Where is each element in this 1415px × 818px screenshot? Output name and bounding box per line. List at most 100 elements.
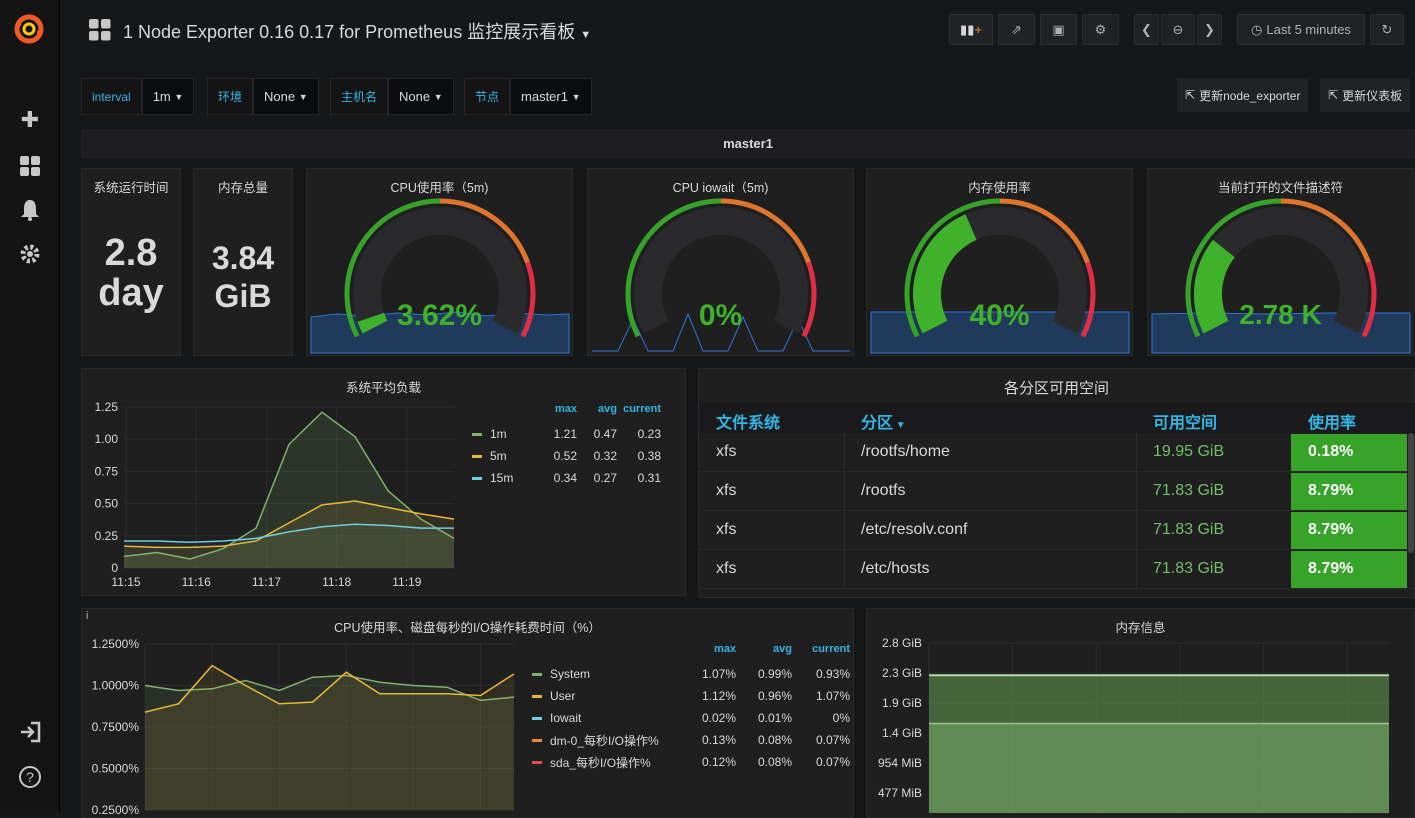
sign-in-icon[interactable] — [18, 720, 42, 744]
dashboard-title[interactable]: 1 Node Exporter 0.16 0.17 for Prometheus… — [123, 18, 591, 44]
table-row[interactable]: xfs/etc/resolv.conf 71.83 GiB 8.79% — [699, 511, 1415, 550]
cell-divider — [844, 511, 845, 550]
y-tick-label: 2.3 GiB — [882, 666, 922, 680]
legend-max: 0.02% — [701, 711, 736, 725]
cell-divider — [844, 433, 845, 472]
table-row[interactable]: xfs/etc/hosts 71.83 GiB 8.79% — [699, 550, 1415, 589]
link-update-node-exporter[interactable]: ⇱ 更新node_exporter — [1177, 78, 1309, 112]
variable-value[interactable]: master1 ▼ — [510, 78, 592, 115]
time-back-button[interactable]: ❮ — [1134, 14, 1159, 45]
stat-value-line1: 2.8 — [104, 232, 158, 274]
y-tick-label: 1.25 — [95, 400, 119, 414]
gauge-panel-file-descriptors[interactable]: 当前打开的文件描述符 2.78 K — [1147, 168, 1414, 356]
legend-row[interactable]: 5m 0.52 0.32 0.38 — [472, 445, 672, 467]
dashboards-icon[interactable] — [18, 154, 42, 178]
variable-value-text: master1 — [521, 89, 568, 104]
variable-node[interactable]: 节点 master1 ▼ — [464, 78, 592, 115]
cell-avail: 71.83 GiB — [1153, 521, 1225, 538]
save-button[interactable]: ▣ — [1040, 14, 1077, 45]
legend-row[interactable]: 1m 1.21 0.47 0.23 — [472, 423, 672, 445]
gauge-panel-cpu[interactable]: CPU使用率（5m) 3.62% — [306, 168, 573, 356]
legend-row[interactable]: sda_每秒I/O操作% 0.12% 0.08% 0.07% — [532, 751, 852, 773]
variable-value[interactable]: 1m ▼ — [141, 78, 195, 115]
plus-icon[interactable]: ✚ — [20, 107, 40, 132]
gauge-threshold-green — [344, 198, 441, 338]
share-button[interactable]: ⇗ — [998, 14, 1035, 45]
cell-mount: /etc/resolv.conf — [861, 521, 968, 538]
memory-chart: 2.8 GiB 2.3 GiB 1.9 GiB 1.4 GiB 954 MiB 477 M… — [878, 636, 1389, 813]
variable-hostname[interactable]: 主机名 None ▼ — [330, 78, 454, 115]
stat-value: 2.8 day — [82, 233, 180, 313]
cell-fs: xfs — [716, 560, 737, 577]
legend-row[interactable]: Iowait 0.02% 0.01% 0% — [532, 707, 852, 729]
legend-current: 0.31 — [637, 471, 661, 485]
panel-title: 系统运行时间 — [93, 181, 169, 195]
legend-rows: System 1.07% 0.99% 0.93% User 1.12% 0.96% 1.07%… — [532, 663, 852, 773]
col-header-fs[interactable]: 文件系统 — [716, 415, 781, 432]
gear-icon[interactable] — [18, 242, 42, 266]
link-label: 更新node_exporter — [1199, 88, 1301, 103]
gauge-panel-iowait[interactable]: CPU iowait（5m) 0% — [587, 168, 854, 356]
grafana-logo-icon[interactable] — [12, 12, 46, 46]
panel-title: 内存信息 — [1115, 621, 1166, 635]
info-icon[interactable]: i — [86, 610, 89, 622]
legend-current: 0.93% — [815, 667, 850, 681]
time-forward-button[interactable]: ❯ — [1197, 14, 1222, 45]
variable-interval[interactable]: interval 1m ▼ — [81, 78, 195, 115]
panel-title: CPU使用率（5m) — [390, 181, 489, 195]
save-icon: ▣ — [1052, 21, 1065, 37]
legend-avg: 0.96% — [757, 689, 792, 703]
cpu-io-panel[interactable]: i CPU使用率、磁盘每秒的I/O操作耗费时间（%） 1.2500% 1.0000… — [81, 608, 854, 818]
cell-divider — [844, 472, 845, 511]
series-line-User — [144, 664, 515, 713]
legend-avg: 0.27 — [593, 471, 617, 485]
variable-value[interactable]: None ▼ — [253, 78, 319, 115]
variable-env[interactable]: 环境 None ▼ — [207, 78, 319, 115]
table-row[interactable]: xfs/rootfs 71.83 GiB 8.79% — [699, 472, 1415, 511]
legend-row[interactable]: dm-0_每秒I/O操作% 0.13% 0.08% 0.07% — [532, 729, 852, 751]
legend-max: 1.07% — [701, 667, 736, 681]
variable-value[interactable]: None ▼ — [388, 78, 454, 115]
cell-usage: 8.79% — [1308, 521, 1354, 538]
series-line-15m — [124, 523, 454, 543]
variable-value-text: 1m — [152, 89, 171, 104]
alerts-bell-icon[interactable] — [18, 198, 42, 222]
col-header-usage[interactable]: 使用率 — [1308, 415, 1357, 432]
gauge-panel-memory-usage[interactable]: 内存使用率 40% — [866, 168, 1133, 356]
table-row[interactable]: xfs/rootfs/home 19.95 GiB 0.18% — [699, 433, 1415, 472]
zoom-out-button[interactable]: ⊖ — [1161, 14, 1195, 45]
time-picker-button[interactable]: ◷ Last 5 minutes — [1237, 14, 1365, 45]
x-tick-label: 11:15 — [111, 575, 140, 589]
external-link-icon: ⇱ — [1185, 88, 1196, 102]
table-header-row: 文件系统 分区 ▼ 可用空间 使用率 — [699, 403, 1415, 433]
legend-swatch — [532, 738, 542, 742]
legend-row[interactable]: System 1.07% 0.99% 0.93% — [532, 663, 852, 685]
stat-panel-uptime[interactable]: 系统运行时间 2.8 day — [81, 168, 181, 356]
table-scrollbar[interactable] — [1408, 433, 1414, 553]
y-tick-label: 1.00 — [95, 432, 119, 446]
load-average-panel[interactable]: 系统平均负载 1.25 1.00 0.75 0.50 0.25 0 11:15 11:16 11… — [81, 368, 686, 596]
legend-row[interactable]: User 1.12% 0.96% 1.07% — [532, 685, 852, 707]
refresh-button[interactable]: ↻ — [1370, 14, 1404, 45]
legend-row[interactable]: 15m 0.34 0.27 0.31 — [472, 467, 672, 489]
share-icon: ⇗ — [1011, 21, 1022, 37]
cell-fs: xfs — [716, 482, 737, 499]
gauge-track — [353, 207, 527, 334]
settings-button[interactable]: ⚙ — [1082, 14, 1119, 45]
cell-divider — [1136, 472, 1137, 511]
legend-avg: 0.99% — [757, 667, 792, 681]
gauge-value: 0% — [698, 299, 743, 332]
y-tick-label: 0.25 — [95, 529, 119, 543]
row-header[interactable]: master1 — [81, 129, 1415, 158]
col-header-avail[interactable]: 可用空间 — [1153, 415, 1218, 432]
link-update-dashboard[interactable]: ⇱ 更新仪表板 — [1320, 78, 1411, 112]
panel-title: CPU iowait（5m) — [672, 181, 769, 195]
memory-info-panel[interactable]: 内存信息 2.8 GiB 2.3 GiB 1.9 GiB 1.4 GiB 954 MiB… — [866, 608, 1415, 818]
add-panel-button[interactable]: ▮▮+ — [949, 14, 993, 45]
stat-panel-memory-total[interactable]: 内存总量 3.84 GiB — [193, 168, 293, 356]
fs-space-panel[interactable]: 各分区可用空间 文件系统 分区 ▼ 可用空间 使用率 xfs/rootfs/ho… — [698, 368, 1415, 598]
variable-label: 环境 — [207, 78, 254, 115]
col-header-mount[interactable]: 分区 ▼ — [861, 409, 906, 433]
legend-current: 0.23 — [637, 427, 661, 441]
help-icon[interactable]: ? — [18, 765, 42, 789]
